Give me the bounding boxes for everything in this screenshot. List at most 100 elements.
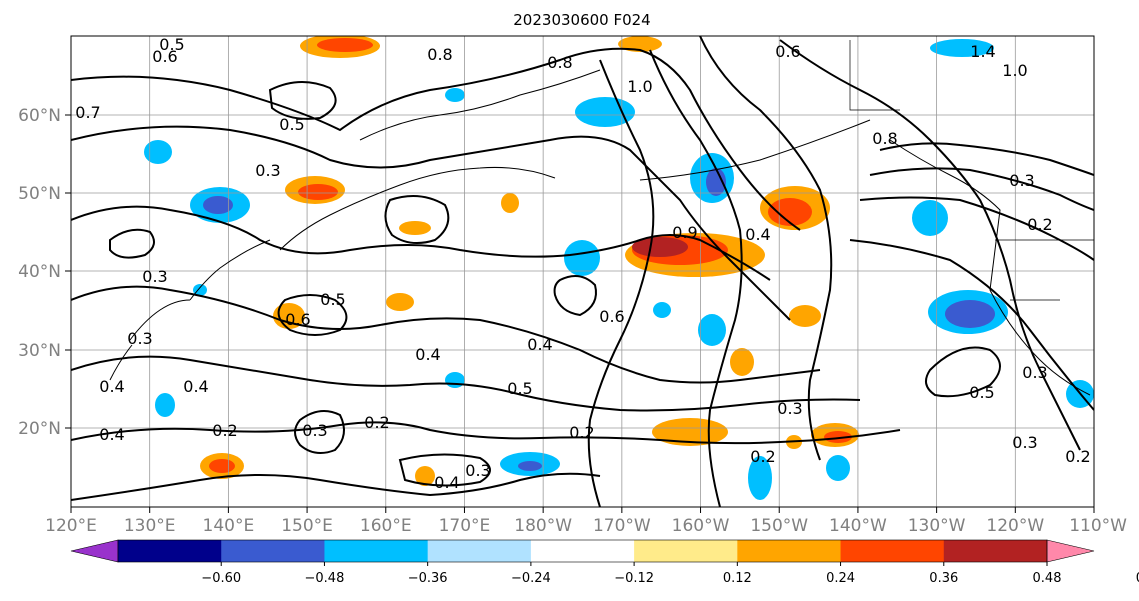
- graticule: [71, 36, 1094, 507]
- contour-line: [384, 195, 450, 245]
- colorbar-segment: [943, 540, 1048, 562]
- colorbar-tick-label: −0.12: [614, 571, 654, 586]
- contour-label: 1.0: [1002, 61, 1027, 80]
- contour-label: 0.3: [127, 329, 152, 348]
- contour-label: 0.5: [507, 379, 532, 398]
- longitude-label: 120°W: [986, 516, 1044, 536]
- negative-shading: [445, 372, 465, 388]
- contour-label: 0.8: [427, 45, 452, 64]
- axis-ticks: [65, 114, 1095, 513]
- contour-label: 0.4: [183, 377, 208, 396]
- contour-line: [699, 36, 833, 461]
- positive-shading: [824, 431, 852, 443]
- contour-label: 0.6: [285, 310, 310, 329]
- negative-shading: [748, 456, 772, 500]
- contour-line: [71, 355, 861, 412]
- coastline: [109, 344, 133, 381]
- contour-line: [71, 421, 901, 445]
- contour-label: 0.4: [745, 225, 770, 244]
- contour-label: 0.3: [255, 161, 280, 180]
- contour-line: [649, 49, 743, 507]
- colorbar-extend-max: [1046, 539, 1095, 563]
- contour-label: 1.0: [627, 77, 652, 96]
- contour-label: 0.6: [775, 42, 800, 61]
- positive-shading: [730, 348, 754, 376]
- longitude-label: 130°W: [908, 516, 966, 536]
- longitude-label: 140°E: [203, 516, 255, 536]
- negative-shading: [930, 39, 994, 57]
- latitude-label: 40°N: [18, 262, 61, 282]
- contour-line: [294, 410, 345, 455]
- contour-label: 0.3: [142, 267, 167, 286]
- positive-shading: [399, 221, 431, 235]
- coastline: [889, 139, 1091, 396]
- longitude-label: 120°E: [45, 516, 97, 536]
- coastline: [279, 166, 556, 251]
- contour-line: [71, 47, 801, 231]
- colorbar-tick-label: 0.36: [929, 571, 958, 586]
- longitude-label: 140°W: [829, 516, 887, 536]
- colorbar-segment: [840, 540, 945, 562]
- contour-label: 0.6: [152, 47, 177, 66]
- contour-label: 0.2: [212, 421, 237, 440]
- contour-label: 0.9: [672, 223, 697, 242]
- positive-shading: [298, 184, 338, 200]
- contour-label: 0.3: [302, 421, 327, 440]
- positive-shading: [618, 36, 662, 52]
- contour-line: [859, 196, 1094, 261]
- contour-line: [277, 294, 348, 336]
- colorbar-segment: [118, 540, 222, 562]
- longitude-label: 170°W: [593, 516, 651, 536]
- negative-shading: [203, 196, 233, 214]
- contour-label: 0.4: [415, 345, 440, 364]
- contour-line: [71, 205, 771, 281]
- contour-label: 0.4: [527, 335, 552, 354]
- longitude-label: 170°E: [439, 516, 491, 536]
- colorbar-frame: [117, 539, 1048, 563]
- negative-shading: [144, 140, 172, 164]
- contour-label: 0.8: [872, 129, 897, 148]
- colorbar-segment: [324, 540, 429, 562]
- latitude-label: 60°N: [18, 106, 61, 126]
- contour-line: [869, 167, 1094, 211]
- contour-label: 0.5: [159, 35, 184, 54]
- colorbar-tick-label: 0.60: [1136, 571, 1139, 586]
- contour-label: 0.2: [1065, 447, 1090, 466]
- negative-shading: [155, 393, 175, 417]
- colorbar: [70, 539, 1095, 563]
- contour-line: [71, 472, 601, 501]
- negative-shading: [518, 461, 542, 471]
- contour-label: 0.4: [99, 425, 124, 444]
- coastline: [639, 119, 871, 181]
- colorbar-tick-label: −0.60: [201, 571, 241, 586]
- longitude-label: 150°E: [281, 516, 333, 536]
- colorbar-tick-label: −0.48: [305, 571, 345, 586]
- positive-shading: [632, 237, 688, 257]
- latitude-labels: 60°N 50°N 40°N 30°N 20°N: [18, 106, 61, 439]
- positive-shading: [386, 293, 414, 311]
- contour-label: 0.4: [99, 377, 124, 396]
- contour-label: 0.2: [1027, 215, 1052, 234]
- colorbar-tick-label: 0.12: [723, 571, 752, 586]
- contour-label: 0.2: [750, 447, 775, 466]
- contour-label: 0.3: [465, 461, 490, 480]
- contour-line: [925, 346, 1001, 398]
- negative-shading: [575, 97, 635, 127]
- negative-shading: [706, 168, 726, 196]
- negative-shading: [653, 302, 671, 318]
- plot-area: 0.50.6 0.8 0.81.00.6 1.41.00.70.50.30.80.30…: [71, 35, 1094, 507]
- contour-line: [398, 453, 491, 487]
- coastlines: [109, 40, 1094, 396]
- colorbar-extend-min: [70, 539, 119, 563]
- figure-title: 2023030600 F024: [513, 11, 650, 29]
- contour-labels: 0.50.6 0.8 0.81.00.6 1.41.00.70.50.30.80.30…: [75, 35, 1090, 492]
- contour-label: 0.5: [320, 290, 345, 309]
- contour-label: 1.4: [970, 42, 995, 61]
- longitude-label: 130°E: [124, 516, 176, 536]
- longitude-labels: 120°E 130°E 140°E 150°E 160°E 170°E 180°W 170°W…: [45, 516, 1127, 536]
- colorbar-tick-label: 0.24: [826, 571, 855, 586]
- longitude-label: 180°W: [514, 516, 572, 536]
- colorbar-segment: [530, 540, 635, 562]
- contour-lines: [71, 36, 1094, 507]
